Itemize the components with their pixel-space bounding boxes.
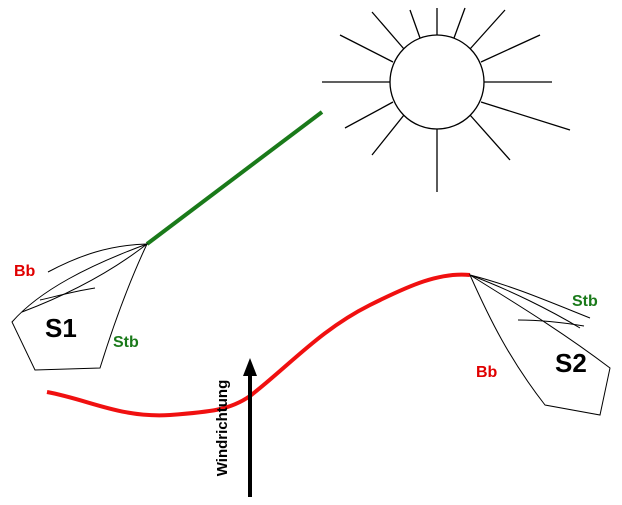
wind-arrow bbox=[243, 358, 257, 497]
wind-label: Windrichtung bbox=[214, 380, 231, 477]
bearing-line bbox=[145, 110, 324, 246]
port-label: Bb bbox=[476, 364, 498, 381]
starboard-label: Stb bbox=[572, 293, 598, 310]
boat-label: S2 bbox=[555, 348, 587, 378]
course-line bbox=[46, 272, 471, 418]
port-label: Bb bbox=[14, 263, 36, 280]
sun bbox=[322, 7, 571, 192]
boat-label: S1 bbox=[45, 313, 77, 343]
boat-s1 bbox=[11, 243, 148, 371]
boat-s2 bbox=[468, 273, 611, 416]
starboard-label: Stb bbox=[113, 334, 139, 351]
